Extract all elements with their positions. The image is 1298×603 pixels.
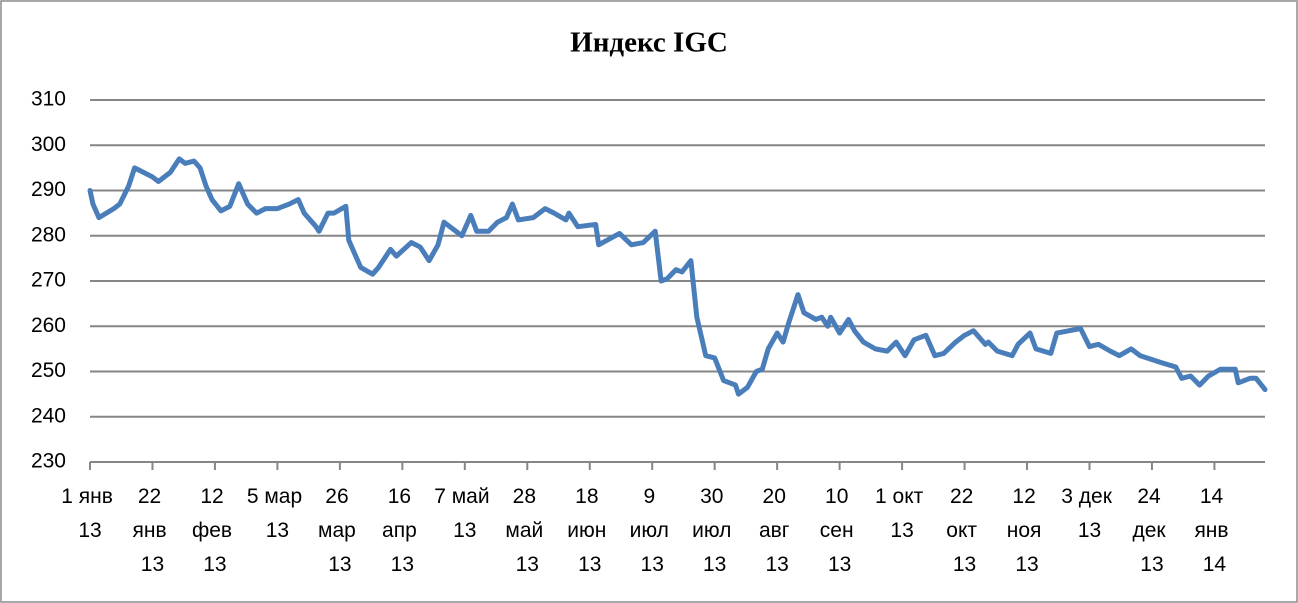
y-tick-label: 270 (31, 269, 66, 292)
x-tick-label: 28 май 13 (505, 485, 549, 576)
x-tick-label: 7 май 13 (434, 485, 495, 542)
y-tick-label: 240 (31, 404, 66, 427)
x-tick-label: 9 июл 13 (630, 485, 675, 576)
y-tick-label: 260 (31, 314, 66, 337)
x-tick-label: 22 янв 13 (132, 485, 172, 576)
x-tick-label: 20 авг 13 (759, 485, 795, 576)
x-tick-label: 22 окт 13 (946, 485, 983, 576)
y-tick-label: 230 (31, 450, 66, 473)
data-line (87, 156, 1268, 397)
x-tick-label: 1 янв 13 (61, 485, 118, 542)
x-tick-label: 12 ноя 13 (1007, 485, 1047, 576)
y-tick-label: 300 (31, 133, 66, 156)
x-tick-label: 14 янв 14 (1194, 485, 1234, 576)
y-tick-label: 250 (31, 359, 66, 382)
x-tick-label: 16 апр 13 (382, 485, 423, 576)
y-tick-label: 280 (31, 223, 66, 246)
x-tick-label: 3 дек 13 (1061, 485, 1117, 542)
x-tick-label: 5 мар 13 (247, 485, 308, 542)
y-tick-label: 290 (31, 178, 66, 201)
y-tick-label: 310 (31, 88, 66, 111)
x-tick-label: 24 дек 13 (1132, 485, 1171, 576)
x-tick-label: 12 фев 13 (192, 485, 238, 576)
x-tick-label: 1 окт 13 (875, 485, 929, 542)
chart-title: Индекс IGC (570, 27, 728, 59)
x-tick-label: 26 мар 13 (318, 485, 362, 576)
x-tick-label: 10 сен 13 (820, 485, 860, 576)
x-tick-label: 30 июл 13 (692, 485, 737, 576)
x-tick-label: 18 июн 13 (567, 485, 612, 576)
